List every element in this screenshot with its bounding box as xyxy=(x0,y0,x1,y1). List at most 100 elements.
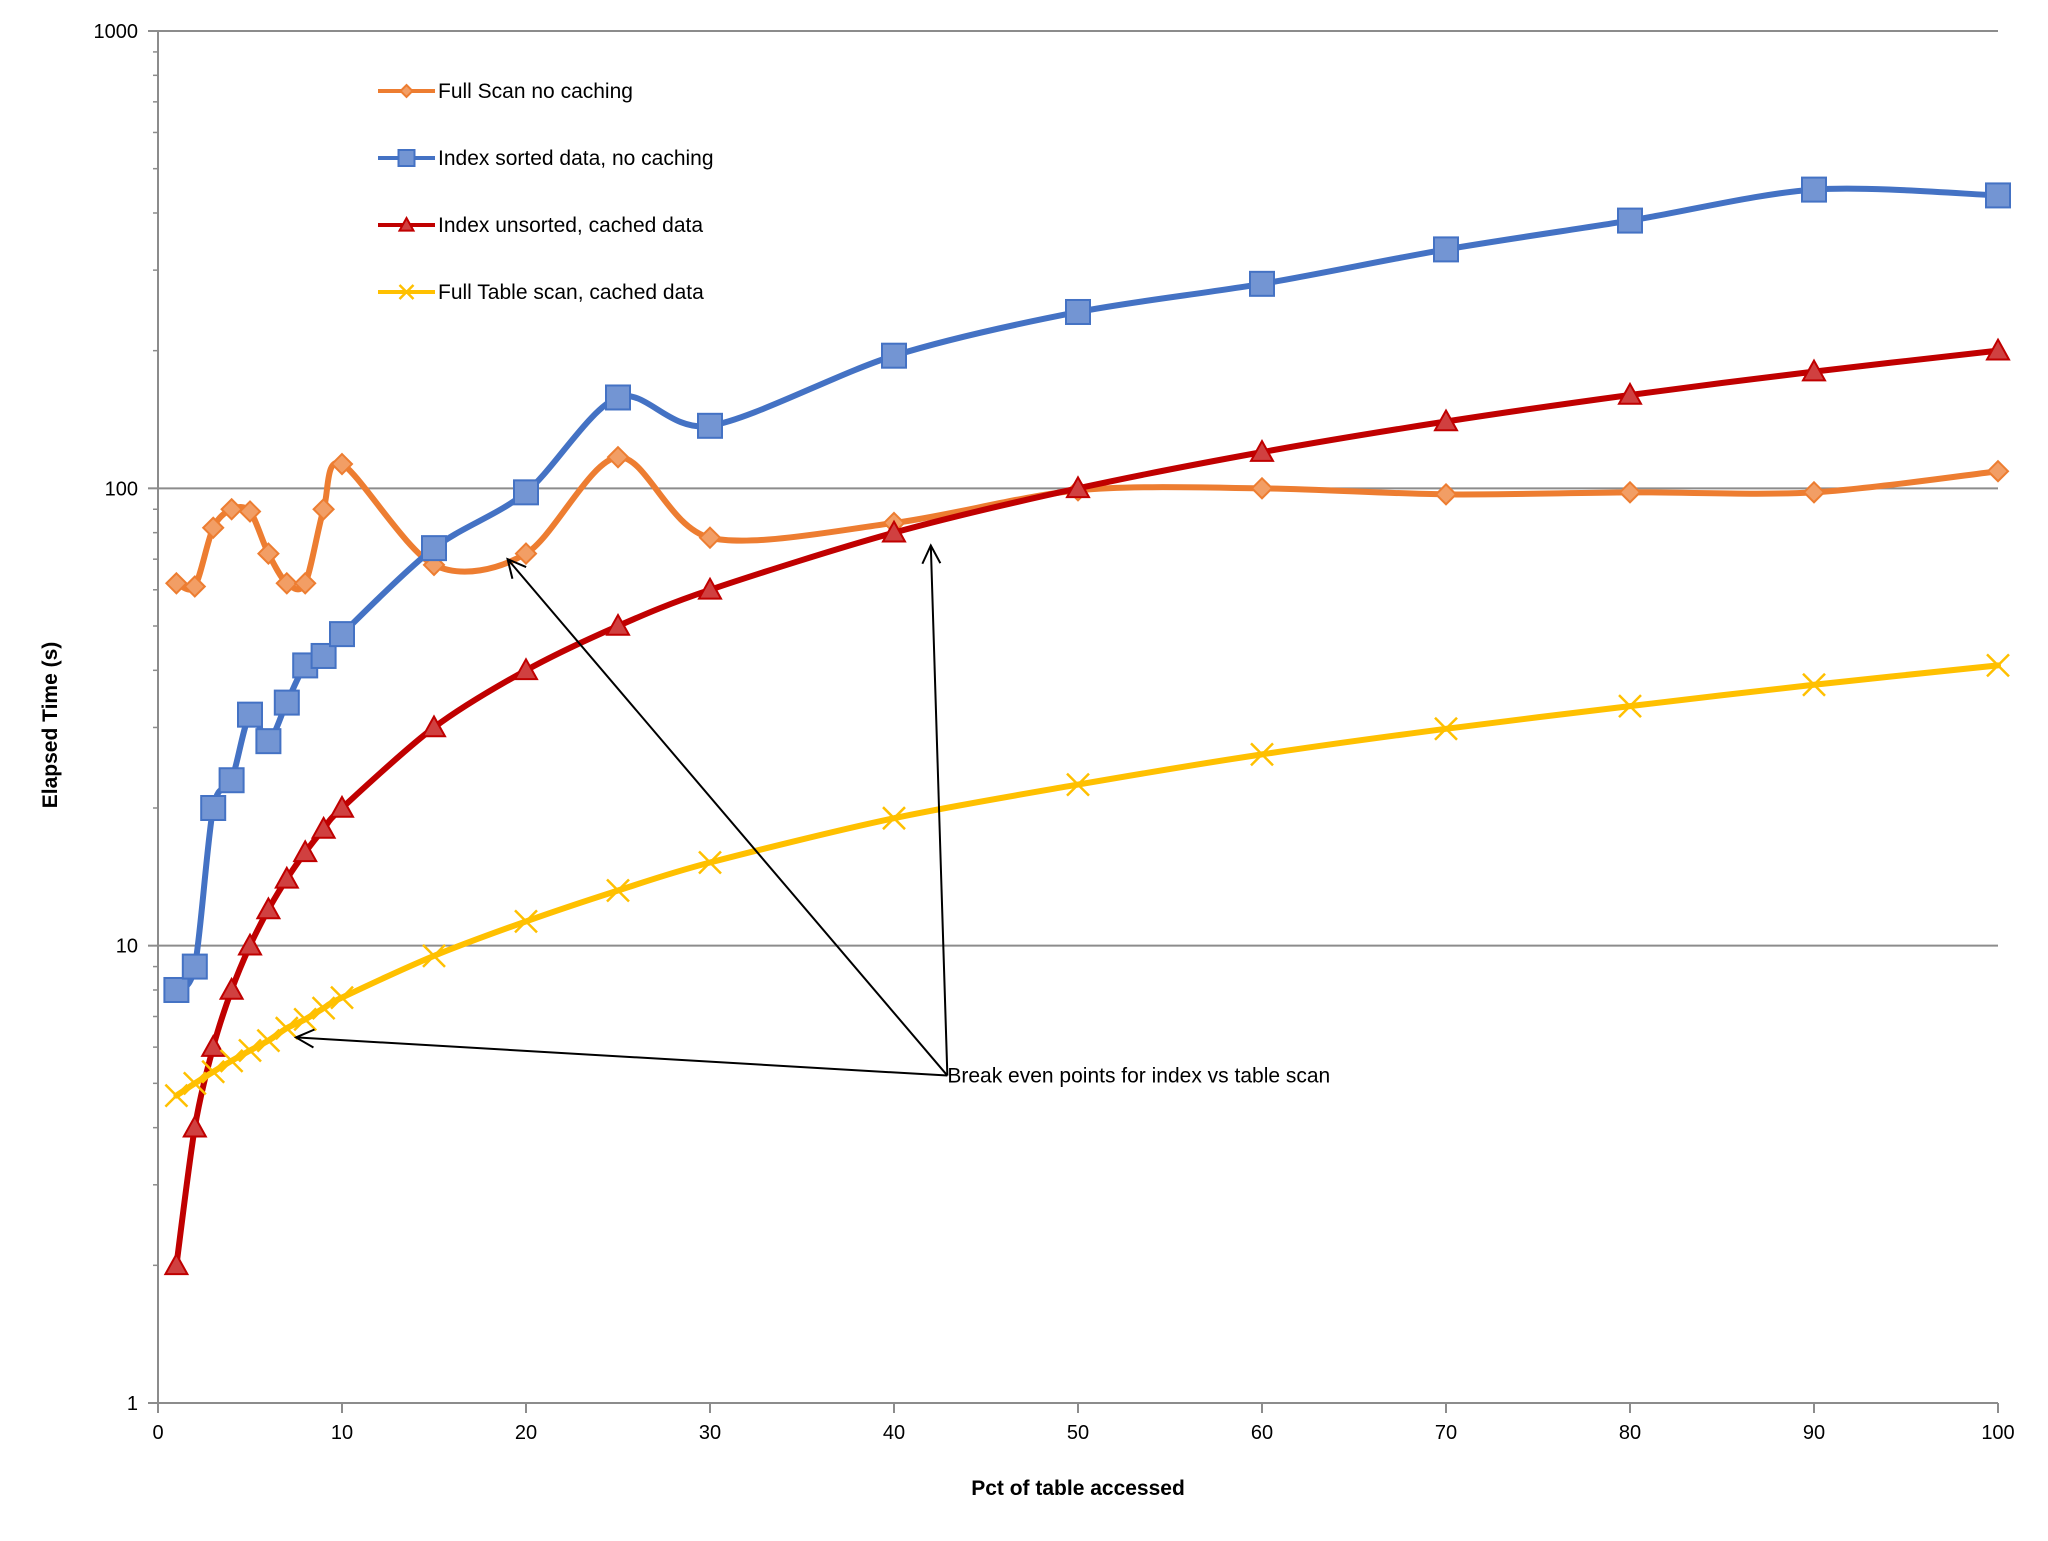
legend-label: Index sorted data, no caching xyxy=(438,147,714,170)
x-tick-label: 60 xyxy=(1251,1422,1273,1444)
data-point xyxy=(256,1028,281,1053)
x-tick-label: 30 xyxy=(699,1422,721,1444)
annotation-arrow xyxy=(508,559,949,1077)
data-point xyxy=(1618,480,1642,504)
legend-label: Index unsorted, cached data xyxy=(438,214,703,237)
data-point xyxy=(605,612,631,636)
data-point xyxy=(329,794,355,818)
data-point xyxy=(1434,482,1458,506)
data-point xyxy=(1985,182,2011,209)
data-point xyxy=(238,500,262,523)
data-point xyxy=(164,1083,189,1108)
series-2 xyxy=(163,176,2011,1003)
data-point xyxy=(421,535,447,562)
data-point xyxy=(218,976,245,1000)
data-point xyxy=(1986,459,2010,483)
data-point xyxy=(881,519,907,543)
y-tick-label: 1 xyxy=(127,1393,138,1415)
series-line xyxy=(173,454,2001,593)
data-point xyxy=(200,1034,226,1057)
data-point xyxy=(605,384,631,411)
data-point xyxy=(310,642,337,669)
series-4 xyxy=(164,653,2010,1108)
data-point xyxy=(183,575,207,598)
data-point xyxy=(1617,381,1643,405)
data-point xyxy=(1801,176,1827,203)
data-point xyxy=(182,1114,208,1138)
data-point xyxy=(1801,358,1827,382)
data-point xyxy=(1433,408,1459,432)
data-point xyxy=(330,452,354,476)
x-axis-title: Pct of table accessed xyxy=(971,1477,1185,1500)
legend-marker xyxy=(398,284,415,300)
data-point xyxy=(422,943,446,968)
data-point xyxy=(1986,653,2010,678)
series-line xyxy=(173,662,2001,1099)
data-point xyxy=(237,701,263,728)
data-point xyxy=(330,985,354,1010)
annotation-layer: Break even points for index vs table sca… xyxy=(296,545,1330,1088)
data-point xyxy=(697,576,723,600)
legend-label: Full Scan no caching xyxy=(438,80,633,103)
data-point xyxy=(238,1038,262,1063)
data-point xyxy=(1617,207,1643,234)
data-point xyxy=(275,571,299,595)
data-point xyxy=(606,445,630,469)
x-tick-label: 70 xyxy=(1435,1422,1457,1444)
data-point xyxy=(163,976,190,1003)
data-point xyxy=(514,909,538,934)
data-point xyxy=(882,806,906,831)
series-layer xyxy=(163,176,2011,1276)
data-point xyxy=(218,767,245,794)
data-point xyxy=(201,1059,226,1084)
data-point xyxy=(698,526,722,550)
data-point xyxy=(164,571,188,595)
x-tick-label: 40 xyxy=(883,1422,905,1444)
data-point xyxy=(1802,480,1826,504)
data-point xyxy=(1066,772,1090,797)
legend-marker xyxy=(397,215,416,232)
data-point xyxy=(201,516,225,540)
series-1 xyxy=(164,445,2010,598)
data-point xyxy=(881,342,907,369)
data-point xyxy=(200,794,227,821)
x-tick-label: 80 xyxy=(1619,1422,1641,1444)
legend-layer: Full Scan no caching Index sorted data, n… xyxy=(378,80,714,304)
data-point xyxy=(698,850,722,875)
x-tick-label: 0 xyxy=(152,1422,163,1444)
data-point xyxy=(697,412,723,439)
annotation-arrow xyxy=(931,545,949,1076)
data-point xyxy=(513,479,539,506)
data-point xyxy=(513,657,539,681)
legend-marker xyxy=(399,83,414,99)
data-point xyxy=(293,571,317,595)
legend-item-4: Full Table scan, cached data xyxy=(378,281,704,304)
data-point xyxy=(1250,742,1274,767)
data-point xyxy=(310,815,337,839)
x-tick-label: 90 xyxy=(1803,1422,1825,1444)
data-point xyxy=(311,996,336,1021)
data-point xyxy=(1065,475,1091,499)
data-point xyxy=(312,497,336,521)
data-point xyxy=(292,839,318,863)
data-point xyxy=(421,714,447,738)
data-point xyxy=(293,1007,318,1032)
annotation-text: Break even points for index vs table sca… xyxy=(947,1065,1330,1088)
series-3 xyxy=(163,337,2011,1276)
data-point xyxy=(255,728,282,755)
y-axis-title: Elapsed Time (s) xyxy=(39,642,62,809)
legend-item-1: Full Scan no caching xyxy=(378,80,633,103)
data-point xyxy=(1985,337,2011,361)
legend-label: Full Table scan, cached data xyxy=(438,281,704,304)
data-point xyxy=(329,621,355,648)
data-point xyxy=(274,865,300,889)
y-tick-label: 1000 xyxy=(94,21,139,43)
data-point xyxy=(273,689,300,716)
x-tick-label: 50 xyxy=(1067,1422,1089,1444)
data-point xyxy=(1433,236,1459,263)
data-point xyxy=(163,1252,190,1276)
legend-item-2: Index sorted data, no caching xyxy=(378,147,714,170)
data-point xyxy=(219,1048,244,1073)
data-point xyxy=(606,878,630,903)
